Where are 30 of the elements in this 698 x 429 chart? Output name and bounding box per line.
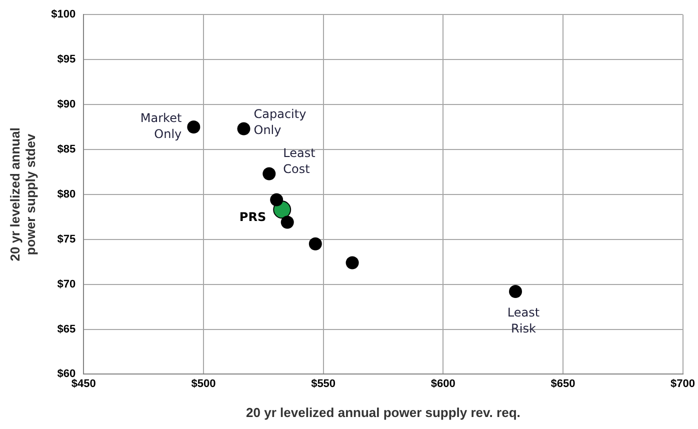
point [280, 216, 294, 229]
y-tick-label: $80 [57, 188, 76, 200]
x-axis-title: 20 yr levelized annual power supply rev. req. [246, 404, 520, 420]
y-tick-label: $70 [57, 278, 76, 290]
x-tick-label: $650 [550, 378, 576, 390]
point [262, 167, 276, 180]
x-tick-label: $600 [430, 378, 456, 390]
annotation: Least Cost [283, 146, 316, 176]
y-tick-label: $95 [57, 54, 76, 66]
annotation: Least Risk [507, 306, 540, 336]
point [270, 193, 284, 206]
annotation: Market Only [140, 111, 182, 142]
point [508, 284, 522, 298]
y-tick-label: $85 [57, 143, 76, 156]
y-axis-title: 20 yr levelized annual power supply stdev [7, 128, 38, 262]
point [187, 120, 200, 134]
y-tick-label: $65 [57, 323, 76, 336]
series-label: PRS [239, 210, 266, 224]
y-tick-label: $90 [57, 98, 76, 111]
point [308, 237, 322, 250]
annotation: Capacity Only [254, 106, 306, 137]
y-tick-label: $75 [57, 233, 76, 246]
point [346, 256, 359, 270]
y-tick-label: $100 [51, 8, 76, 21]
x-tick-label: $550 [311, 378, 336, 390]
x-tick-label: $450 [71, 378, 96, 390]
x-tick-label: $700 [670, 378, 696, 390]
point [237, 122, 250, 136]
x-tick-label: $500 [191, 378, 216, 390]
y-tick-label: $60 [57, 368, 76, 380]
